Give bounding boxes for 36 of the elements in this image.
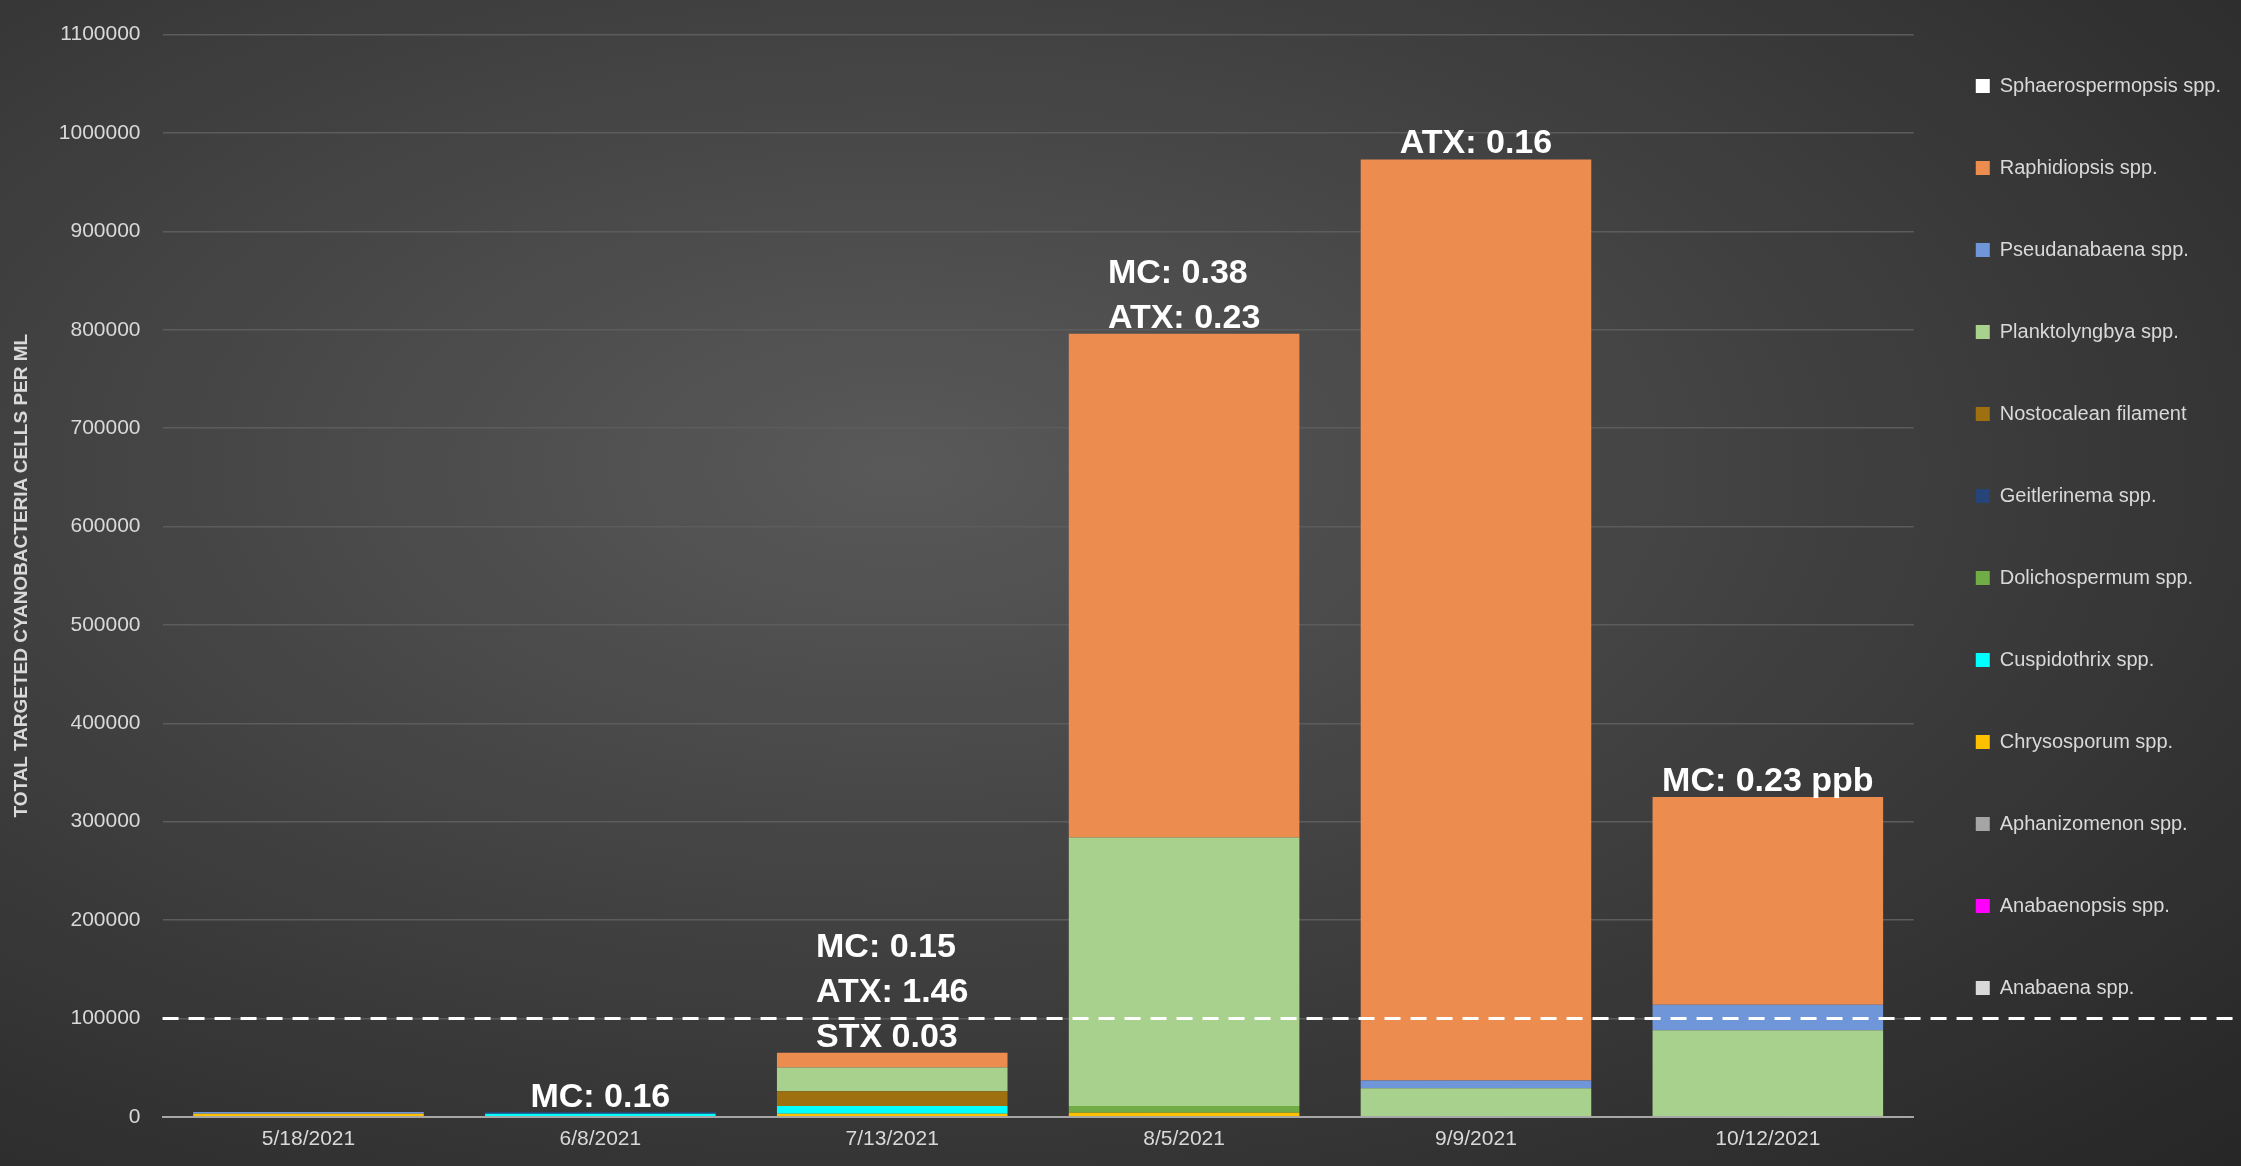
- legend-label: Raphidiopsis spp.: [1999, 155, 2158, 178]
- legend-label: Chrysosporum spp.: [1999, 729, 2174, 752]
- x-tick-label: 5/18/2021: [261, 1126, 356, 1150]
- y-tick-label: 1000000: [58, 119, 141, 143]
- y-tick-label: 100000: [70, 1005, 141, 1029]
- y-tick-label: 200000: [70, 906, 141, 930]
- legend-label: Nostocalean filament: [1999, 401, 2187, 424]
- legend-label: Geitlerinema spp.: [1999, 483, 2157, 506]
- legend-label: Anabaena spp.: [1999, 975, 2135, 998]
- x-tick-label: 6/8/2021: [559, 1126, 642, 1150]
- y-axis-title: TOTAL TARGETED CYANOBACTERIA CELLS PER ML: [9, 333, 31, 818]
- y-tick-label: 900000: [70, 218, 141, 242]
- annotation: MC: 0.15 ATX: 1.46 STX 0.03: [816, 926, 969, 1055]
- y-tick-label: 600000: [70, 513, 141, 537]
- y-tick-label: 1100000: [60, 21, 141, 45]
- y-tick-label: 800000: [70, 316, 141, 340]
- annotation: ATX: 0.16: [1399, 121, 1553, 160]
- legend-label: Dolichospermum spp.: [1999, 565, 2194, 588]
- legend-label: Anabaenopsis spp.: [1999, 893, 2170, 916]
- legend-label: Cuspidothrix spp.: [1999, 647, 2155, 670]
- y-tick-label: 300000: [70, 808, 141, 832]
- y-tick-label: 0: [128, 1103, 141, 1127]
- y-tick-label: 700000: [70, 414, 141, 438]
- x-tick-label: 9/9/2021: [1435, 1126, 1517, 1150]
- legend-label: Sphaerospermopsis spp.: [1999, 73, 2221, 96]
- annotation: MC: 0.16: [530, 1075, 671, 1114]
- legend-label: Pseudanabaena spp.: [1999, 237, 2189, 260]
- legend-label: Aphanizomenon spp.: [1999, 811, 2188, 834]
- x-tick-label: 8/5/2021: [1143, 1126, 1225, 1150]
- y-tick-label: 400000: [70, 710, 141, 734]
- annotation: MC: 0.38 ATX: 0.23: [1107, 251, 1261, 335]
- annotation: MC: 0.23 ppb: [1662, 760, 1874, 799]
- x-tick-label: 10/12/2021: [1715, 1126, 1821, 1150]
- y-tick-label: 500000: [70, 611, 141, 635]
- x-tick-label: 7/13/2021: [845, 1126, 939, 1150]
- legend-label: Planktolyngbya spp.: [1999, 319, 2179, 342]
